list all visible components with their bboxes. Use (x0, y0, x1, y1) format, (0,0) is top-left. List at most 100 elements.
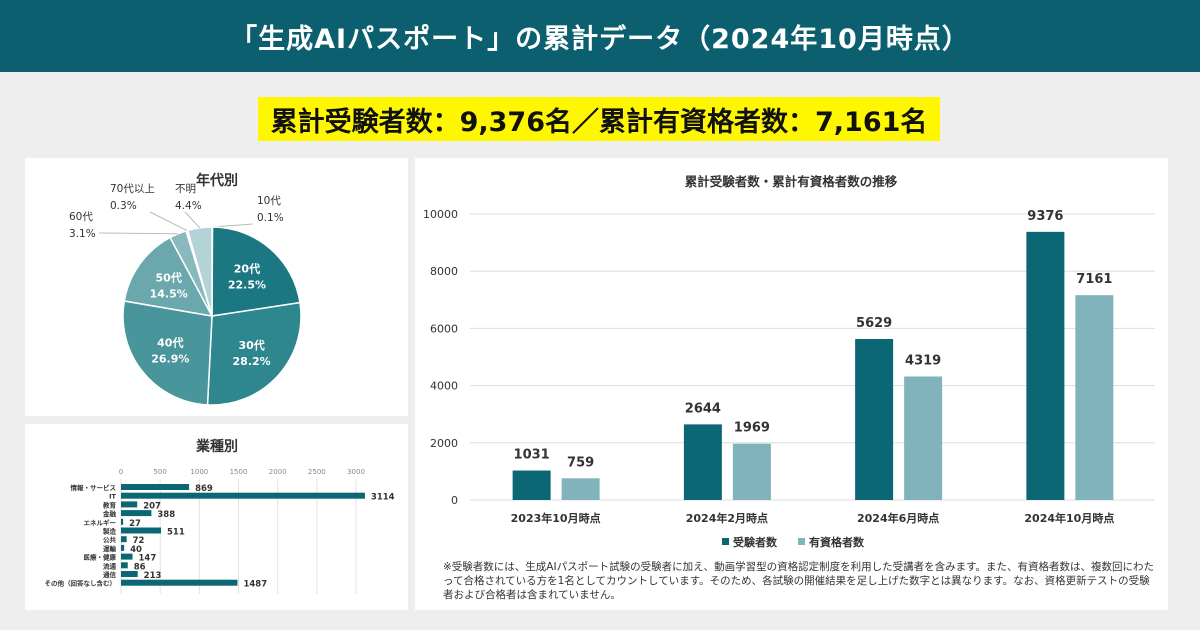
age-pie-chart: 年代別 10代 0.1% 20代 22.5% 30代 28.2% 40代 26.9% 50代 14.… (69, 172, 302, 406)
pie-label: 50代 (156, 271, 182, 285)
industry-x-tick: 500 (153, 468, 166, 476)
trend-y-tick: 6000 (430, 322, 458, 335)
industry-x-tick: 1500 (230, 468, 248, 476)
industry-value: 40 (130, 545, 142, 555)
trend-title: 累計受験者数・累計有資格者数の推移 (685, 174, 898, 189)
industry-label: 通信 (103, 570, 117, 579)
industry-value: 3114 (371, 493, 395, 503)
trend-panel: 累計受験者数・累計有資格者数の推移 0 2000 4000 6000 8000 10000 1… (415, 158, 1168, 610)
industry-bar (121, 562, 128, 569)
trend-bar-有資格者数 (561, 478, 600, 500)
industry-label: 運輸 (103, 544, 117, 553)
industry-bar (121, 553, 133, 560)
pie-label: 60代 (69, 211, 93, 223)
trend-x-label: 2023年10月時点 (511, 511, 601, 525)
industry-bar (121, 484, 190, 490)
industry-x-tick: 2500 (308, 468, 326, 476)
pie-value: 0.3% (110, 200, 137, 212)
pie-leader-line (184, 211, 201, 229)
industry-x-tick: 3000 (347, 468, 365, 476)
trend-y-tick: 4000 (430, 380, 458, 393)
summary-text: 累計受験者数：9,376名／累計有資格者数：7,161名 (270, 106, 928, 138)
trend-bar-value: 759 (567, 455, 594, 470)
industry-title: 業種別 (195, 438, 238, 455)
pie-value: 28.2% (233, 355, 271, 368)
industry-bar (121, 510, 152, 517)
industry-label: 教育 (102, 500, 117, 509)
industry-x-tick: 1000 (190, 468, 208, 476)
industry-value: 27 (129, 519, 141, 529)
industry-label: IT (109, 493, 116, 501)
trend-bar-value: 4319 (905, 353, 941, 368)
page-title: 「生成AIパスポート」の累計データ（2024年10月時点） (230, 23, 970, 55)
summary-banner: 累計受験者数：9,376名／累計有資格者数：7,161名 (258, 97, 940, 141)
pie-slice-20代 (211, 226, 301, 317)
trend-y-tick: 8000 (430, 265, 458, 278)
industry-label: 医療・健康 (84, 553, 117, 562)
pie-slice-30代 (206, 301, 302, 406)
pie-slice-40代 (122, 300, 213, 406)
industry-value: 86 (134, 562, 146, 572)
industry-bar (121, 579, 238, 586)
legend-label: 有資格者数 (809, 535, 865, 549)
industry-label: エネルギー (84, 518, 117, 527)
trend-bar-value: 5629 (856, 316, 892, 331)
pie-value: 14.5% (150, 288, 188, 301)
industry-label: 公共 (103, 535, 117, 544)
legend-swatch (722, 538, 729, 545)
trend-x-label: 2024年2月時点 (686, 511, 768, 525)
pie-leader-line (212, 223, 254, 228)
trend-y-tick: 2000 (430, 437, 458, 450)
industry-label: その他（回答なし含む） (45, 579, 117, 588)
trend-y-tick: 0 (451, 494, 458, 507)
industry-bar (121, 571, 138, 577)
pie-label: 40代 (157, 335, 183, 349)
trend-bar-受験者数 (512, 470, 551, 500)
legend-label: 受験者数 (733, 535, 778, 549)
trend-x-label: 2024年10月時点 (1024, 511, 1114, 525)
trend-bar-value: 2644 (685, 401, 721, 416)
pie-leader-line (149, 211, 188, 232)
industry-value: 147 (139, 554, 157, 564)
industry-bar (121, 544, 125, 551)
industry-bar (121, 536, 127, 543)
industry-x-tick: 0 (119, 468, 123, 476)
trend-x-label: 2024年6月時点 (857, 511, 939, 525)
footnote: ※受験者数には、生成AIパスポート試験の受験者に加え、動画学習型の資格認定制度を… (443, 561, 1155, 601)
pie-label: 不明 (175, 183, 196, 195)
trend-y-tick: 10000 (423, 208, 458, 221)
pie-leader-line (98, 232, 178, 235)
trend-bar-受験者数 (855, 339, 894, 500)
industry-label: 製造 (102, 527, 117, 536)
industry-value: 1487 (243, 580, 267, 590)
pie-slice-50代 (123, 236, 214, 317)
trend-bar-有資格者数 (904, 376, 943, 500)
industry-bar (121, 492, 365, 499)
industry-bar (121, 518, 124, 525)
industry-value: 388 (157, 510, 175, 520)
trend-bar-有資格者数 (1075, 295, 1114, 500)
trend-bar-有資格者数 (732, 443, 771, 500)
industry-bar (121, 527, 162, 534)
pie-value: 26.9% (151, 352, 189, 365)
trend-bar-value: 1031 (514, 448, 550, 463)
pie-value: 22.5% (228, 279, 266, 292)
pie-value: 4.4% (175, 200, 202, 212)
trend-bar-chart: 累計受験者数・累計有資格者数の推移 0 2000 4000 6000 8000 10000 1… (423, 174, 1155, 549)
page-header: 「生成AIパスポート」の累計データ（2024年10月時点） (0, 0, 1200, 72)
pie-label: 30代 (238, 338, 264, 352)
age-pie-panel: 年代別 10代 0.1% 20代 22.5% 30代 28.2% 40代 26.9% 50代 14.… (25, 158, 408, 416)
pie-title: 年代別 (196, 172, 238, 189)
industry-x-tick: 2000 (269, 468, 287, 476)
pie-label: 10代 (257, 195, 281, 207)
industry-value: 207 (143, 501, 161, 511)
industry-value: 869 (195, 484, 213, 494)
trend-bar-value: 7161 (1076, 272, 1112, 287)
pie-label: 70代以上 (110, 183, 155, 195)
industry-value: 213 (144, 571, 162, 581)
industry-panel: 業種別 0 500 1000 1500 2000 2500 3000 情報・サービス 869 IT 3… (25, 424, 408, 610)
trend-bar-value: 9376 (1027, 209, 1063, 224)
pie-label: 20代 (234, 262, 260, 276)
legend-swatch (798, 538, 805, 545)
trend-bar-value: 1969 (734, 421, 770, 436)
